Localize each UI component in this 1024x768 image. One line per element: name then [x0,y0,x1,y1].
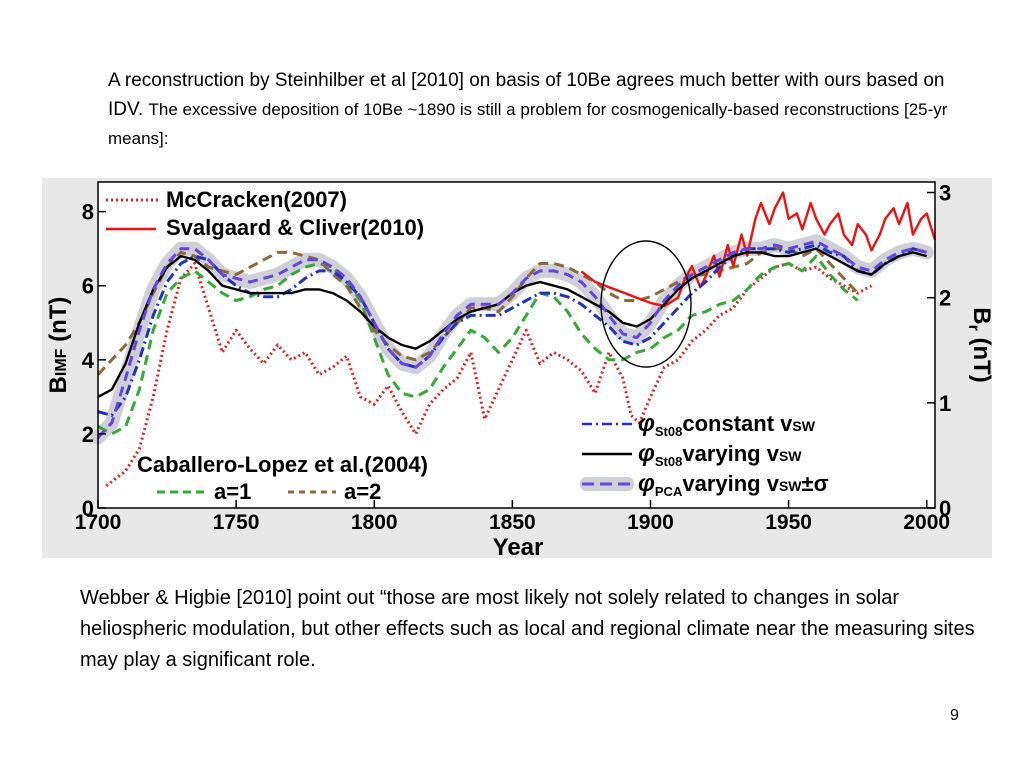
legend-title-caballero: Caballero-Lopez et al.(2004) [137,452,428,477]
y-right-tick-label-1: 1 [939,391,951,416]
x-tick-label-2000: 2000 [903,511,950,534]
series-line-a-1 [97,254,859,436]
y-axis-right-label: Br (nT) [965,307,992,383]
outro-text: Webber & Higbie [2010] point out “those … [80,587,975,671]
y-left-tick-label-2: 2 [82,422,94,447]
highlight-ellipse [600,240,692,368]
legend-label-pca: φPCAvarying vSW±σ [638,470,829,499]
y-left-tick-label-6: 6 [82,274,94,299]
legend-label-a2: a=2 [344,479,381,504]
series-line-svalgaard-cliver-2010 [580,191,937,308]
page-number: 9 [950,707,959,724]
x-tick-label-1700: 1700 [75,511,122,534]
y-left-tick-label-4: 4 [82,348,95,373]
x-tick-label-1850: 1850 [489,511,536,534]
legend-label-a1: a=1 [214,479,251,504]
plot-area [98,182,935,508]
intro-part1: A reconstruction by Steinhilber et al [2… [108,70,945,120]
x-tick-label-1950: 1950 [765,511,812,534]
legend-label-varying: φSt08varying vSW [638,440,802,469]
series-line-mccracken-2007 [105,262,873,487]
legend-top-left: McCracken(2007) Svalgaard & Cliver(2010) [106,187,424,240]
legend-bottom-right: φSt08constant vSW φSt08varying vSW φPCAv… [580,410,829,499]
x-tick-label-1900: 1900 [627,511,674,534]
legend-label-svalgaard: Svalgaard & Cliver(2010) [166,215,424,240]
y-left-tick-label-0: 0 [82,496,94,521]
intro-part2: The excessive deposition of 10Be ~1890 i… [108,100,948,148]
intro-text: A reconstruction by Steinhilber et al [2… [108,66,968,153]
y-right-tick-label-0: 0 [939,496,951,521]
series-line-pca-varying-vsw [96,239,928,439]
legend-bottom-left: Caballero-Lopez et al.(2004) a=1 a=2 [137,452,428,504]
x-tick-label-1750: 1750 [213,511,260,534]
x-axis-label: Year [493,534,544,558]
legend-label-constant: φSt08constant vSW [638,410,816,439]
y-right-tick-label-2: 2 [939,286,951,311]
series-line-a-2 [96,247,859,376]
y-axis-left-label: BIMF (nT) [45,297,72,394]
series-line-st08-constant-vsw [97,243,928,417]
x-tick-label-1800: 1800 [351,511,398,534]
y-left-tick-label-8: 8 [82,200,94,225]
legend-label-mccracken: McCracken(2007) [166,187,347,212]
plot-frame [97,181,936,509]
y-right-tick-label-3: 3 [939,181,951,206]
